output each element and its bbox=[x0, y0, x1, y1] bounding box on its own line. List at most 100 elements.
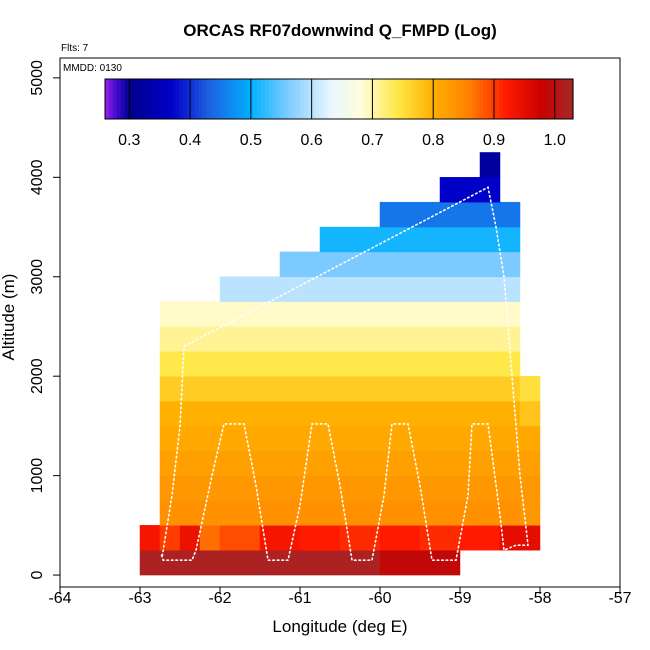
colorbar-swatch bbox=[522, 79, 527, 119]
heatmap-cell bbox=[159, 475, 541, 501]
colorbar-swatch bbox=[378, 79, 383, 119]
heatmap-cell bbox=[419, 525, 461, 551]
x-tick-label: -63 bbox=[128, 590, 151, 607]
colorbar-tick-label: 0.4 bbox=[179, 132, 201, 149]
heatmap-cells bbox=[139, 152, 541, 576]
colorbar-swatch bbox=[253, 79, 258, 119]
colorbar-swatch bbox=[518, 79, 523, 119]
colorbar-swatch bbox=[264, 79, 270, 119]
flights-count-label: Flts: 7 bbox=[61, 43, 89, 54]
colorbar-swatch bbox=[335, 79, 340, 119]
colorbar-tick-label: 0.8 bbox=[422, 132, 444, 149]
colorbar-swatch bbox=[268, 79, 274, 119]
colorbar-swatch bbox=[495, 79, 500, 119]
colorbar-tick-label: 0.9 bbox=[483, 132, 505, 149]
colorbar-swatch bbox=[432, 79, 438, 119]
colorbar-swatch bbox=[108, 79, 114, 119]
colorbar-swatch bbox=[530, 79, 535, 119]
axes: -64 -63 -62 -61 -60 -59 -58 -57 0 1000 2000 3000 400… bbox=[29, 57, 632, 607]
colorbar-swatch bbox=[358, 79, 363, 119]
colorbar-swatch bbox=[569, 79, 574, 119]
colorbar-swatch bbox=[159, 79, 165, 119]
colorbar-swatch bbox=[311, 79, 317, 119]
colorbar-swatch bbox=[342, 79, 348, 119]
colorbar-swatch bbox=[194, 79, 200, 119]
colorbar-swatch bbox=[323, 79, 328, 119]
colorbar-swatch bbox=[124, 79, 129, 119]
heatmap-cell bbox=[299, 525, 341, 551]
colorbar-swatch bbox=[487, 79, 492, 119]
colorbar-swatch bbox=[413, 79, 418, 119]
colorbar-swatch bbox=[331, 79, 336, 119]
x-tick-label: -62 bbox=[208, 590, 231, 607]
colorbar-swatch bbox=[366, 79, 371, 119]
x-tick-label: -61 bbox=[288, 590, 311, 607]
colorbar-swatch bbox=[179, 79, 184, 119]
colorbar-swatch bbox=[339, 79, 344, 119]
colorbar-swatch bbox=[292, 79, 297, 119]
colorbar-swatch bbox=[456, 79, 461, 119]
colorbar-tick-label: 0.3 bbox=[118, 132, 140, 149]
colorbar-swatch bbox=[463, 79, 469, 119]
colorbar-swatch bbox=[541, 79, 547, 119]
colorbar-swatch bbox=[245, 79, 250, 119]
colorbar-swatch bbox=[440, 79, 445, 119]
heatmap-cell bbox=[519, 400, 541, 427]
colorbar-swatch bbox=[319, 79, 324, 119]
colorbar-swatch bbox=[116, 79, 122, 119]
colorbar-swatch bbox=[428, 79, 434, 119]
y-tick-label: 4000 bbox=[29, 159, 46, 195]
colorbar-swatch bbox=[276, 79, 282, 119]
colorbar-swatch bbox=[120, 79, 126, 119]
colorbar-swatch bbox=[405, 79, 410, 119]
flight-track-line bbox=[160, 186, 529, 562]
colorbar-swatch bbox=[190, 79, 196, 119]
y-tick-label: 0 bbox=[29, 571, 46, 580]
heatmap-cell bbox=[319, 226, 521, 253]
heatmap-cell bbox=[139, 549, 381, 576]
colorbar-swatch bbox=[315, 79, 321, 119]
heatmap-cell bbox=[159, 326, 521, 352]
y-tick-label: 3000 bbox=[29, 259, 46, 295]
colorbar-swatch bbox=[198, 79, 204, 119]
colorbar-swatch bbox=[206, 79, 211, 119]
colorbar-swatch bbox=[237, 79, 243, 119]
colorbar-swatch bbox=[506, 79, 512, 119]
colorbar-swatch bbox=[549, 79, 555, 119]
colorbar-swatch bbox=[249, 79, 254, 119]
colorbar-swatch bbox=[175, 79, 180, 119]
colorbar-swatch bbox=[362, 79, 367, 119]
colorbar-swatch bbox=[261, 79, 266, 119]
colorbar-swatch bbox=[420, 79, 426, 119]
colorbar-swatch bbox=[280, 79, 285, 119]
colorbar-swatch bbox=[186, 79, 192, 119]
colorbar-swatch bbox=[483, 79, 488, 119]
colorbar-swatch bbox=[498, 79, 504, 119]
colorbar-swatch bbox=[374, 79, 379, 119]
chart-title: ORCAS RF07downwind Q_FMPD (Log) bbox=[183, 21, 497, 40]
heatmap-cell bbox=[379, 549, 461, 576]
colorbar-swatch bbox=[303, 79, 309, 119]
heatmap-cell bbox=[159, 425, 541, 452]
colorbar-swatch bbox=[444, 79, 449, 119]
colorbar-swatch bbox=[534, 79, 539, 119]
colorbar-swatch bbox=[128, 79, 133, 119]
colorbar-swatch bbox=[241, 79, 246, 119]
colorbar-swatch bbox=[218, 79, 223, 119]
colorbar-swatch bbox=[452, 79, 457, 119]
colorbar-tick-label: 1.0 bbox=[544, 132, 566, 149]
colorbar-swatch bbox=[436, 79, 441, 119]
heatmap-cell bbox=[459, 525, 501, 551]
heatmap-cell bbox=[179, 525, 201, 551]
colorbar-swatch bbox=[296, 79, 301, 119]
colorbar-tick-label: 0.7 bbox=[361, 132, 383, 149]
colorbar-swatch bbox=[272, 79, 278, 119]
colorbar-swatch bbox=[140, 79, 145, 119]
x-tick-label: -59 bbox=[448, 590, 471, 607]
y-tick-label: 2000 bbox=[29, 358, 46, 394]
colorbar-swatch bbox=[514, 79, 519, 119]
x-tick-label: -64 bbox=[48, 590, 71, 607]
colorbar-swatch bbox=[210, 79, 215, 119]
heatmap-cell bbox=[499, 525, 541, 551]
